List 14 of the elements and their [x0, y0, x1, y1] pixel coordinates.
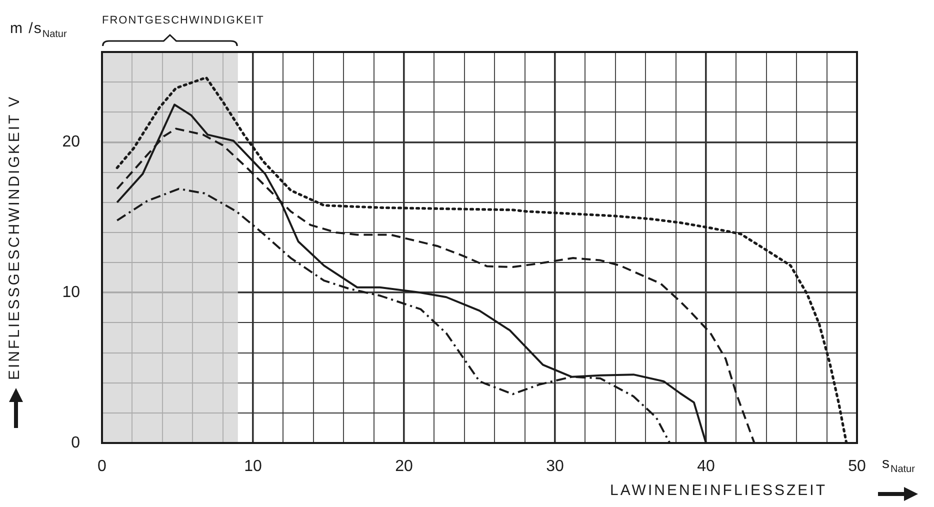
x-tick-label: 30	[546, 458, 564, 476]
y-axis-title: EINFLIESSGESCHWINDIGKEIT V	[6, 94, 23, 380]
y-tick-label: 20	[62, 134, 80, 151]
text: s$_{Natur}$	[882, 455, 915, 475]
text: m /s$_{Natur}$	[10, 20, 67, 40]
y-tick-label: 0	[71, 434, 80, 452]
x-tick-label: 0	[98, 458, 107, 476]
x-tick-label: 10	[244, 458, 262, 476]
x-tick-label: 50	[848, 458, 866, 476]
x-tick-label: 20	[395, 458, 413, 476]
band-label: FRONTGESCHWINDIGKEIT	[102, 14, 264, 27]
y-tick-label: 10	[62, 284, 80, 302]
x-axis-title: LAWINENEINFLIESSZEIT	[610, 482, 827, 499]
x-tick-label: 40	[697, 458, 715, 476]
